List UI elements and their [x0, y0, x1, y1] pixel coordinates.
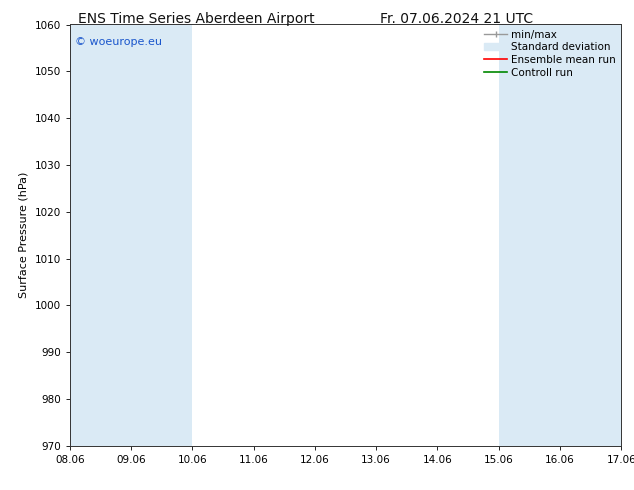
Text: © woeurope.eu: © woeurope.eu	[75, 37, 162, 47]
Bar	[499, 24, 621, 446]
Text: Fr. 07.06.2024 21 UTC: Fr. 07.06.2024 21 UTC	[380, 12, 533, 26]
Y-axis label: Surface Pressure (hPa): Surface Pressure (hPa)	[19, 172, 29, 298]
Legend: min/max, Standard deviation, Ensemble mean run, Controll run: min/max, Standard deviation, Ensemble me…	[482, 27, 618, 79]
Bar	[70, 24, 192, 446]
Text: ENS Time Series Aberdeen Airport: ENS Time Series Aberdeen Airport	[78, 12, 315, 26]
